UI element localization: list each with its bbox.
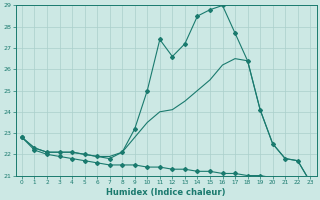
X-axis label: Humidex (Indice chaleur): Humidex (Indice chaleur) bbox=[106, 188, 226, 197]
